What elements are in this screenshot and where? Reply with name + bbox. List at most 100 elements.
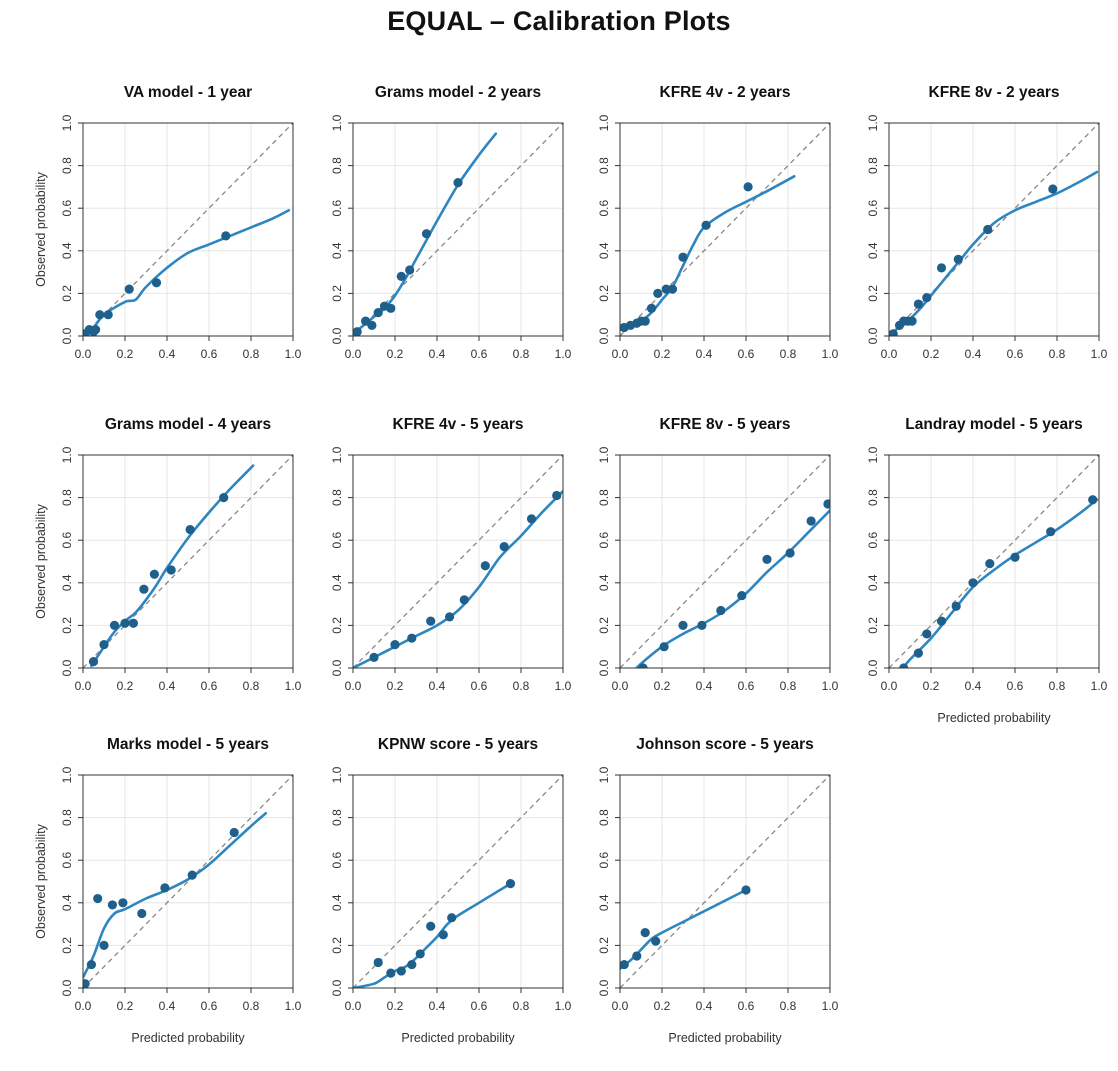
observed-point	[107, 900, 117, 910]
calibration-panel: 0.00.0 0.2 0.2 0.4 0.4 0.6 0.6 0.8 0.8 1.0 1.0 KPNW…	[330, 736, 572, 1045]
y-axis-label: Observed probability	[34, 823, 48, 938]
x-tick-label: 0.8	[1049, 347, 1066, 361]
observed-point	[640, 928, 650, 938]
observed-point	[661, 284, 671, 294]
observed-point	[953, 254, 963, 264]
x-tick-label: 0.0	[345, 679, 362, 693]
observed-point	[913, 648, 924, 658]
observed-point	[632, 951, 642, 961]
y-tick-label: 0.4	[597, 894, 611, 911]
figure-title: EQUAL – Calibration Plots	[387, 6, 731, 36]
reference-diagonal	[352, 774, 564, 989]
y-tick-label: 0.4	[597, 242, 611, 259]
reference-diagonal	[82, 122, 294, 337]
y-tick-label: 1.0	[866, 114, 880, 131]
panel-title: Grams model - 4 years	[105, 416, 271, 433]
x-tick-label: 0.8	[780, 347, 797, 361]
y-tick-label: 0.2	[330, 937, 344, 954]
panel-frame	[82, 122, 294, 337]
y-tick-label: 0.4	[60, 894, 74, 911]
x-tick-label: 1.0	[285, 679, 302, 693]
y-tick-label: 0.8	[330, 157, 344, 174]
y-tick-label: 0.6	[60, 532, 74, 549]
panel-frame	[888, 122, 1100, 337]
observed-point	[407, 633, 417, 643]
y-tick-label: 0.6	[597, 532, 611, 549]
y-tick-label: 0.8	[60, 157, 74, 174]
x-tick-label: 0.2	[117, 347, 134, 361]
calibration-curve	[83, 812, 267, 979]
calibration-panel: 0.00.0 0.2 0.2 0.4 0.4 0.6 0.6 0.8 0.8 1.0 1.0 KFRE…	[597, 416, 839, 693]
x-tick-label: 1.0	[285, 347, 302, 361]
observed-point	[737, 590, 747, 601]
observed-point	[646, 303, 657, 313]
y-tick-label: 0.8	[330, 809, 344, 826]
panel-title: KFRE 8v - 2 years	[929, 84, 1060, 101]
panel-frame	[82, 774, 294, 989]
observed-point	[638, 663, 648, 668]
x-tick-label: 0.4	[429, 679, 446, 693]
y-tick-label: 1.0	[866, 446, 880, 463]
observed-point	[913, 299, 924, 309]
x-axis-label: Predicted probability	[668, 1031, 782, 1045]
y-tick-label: 0.8	[866, 157, 880, 174]
x-tick-label: 0.2	[654, 679, 671, 693]
x-tick-label: 1.0	[822, 999, 839, 1013]
x-tick-label: 0.8	[243, 999, 260, 1013]
observed-point	[453, 178, 463, 188]
y-tick-label: 0.6	[330, 200, 344, 217]
y-tick-label: 0.0	[597, 979, 611, 996]
x-tick-label: 0.2	[387, 347, 404, 361]
y-tick-label: 0.0	[330, 659, 344, 676]
x-tick-label: 0.6	[738, 679, 755, 693]
panel-frame	[888, 454, 1100, 669]
observed-point	[353, 327, 362, 336]
observed-point	[99, 940, 109, 951]
observed-point	[396, 271, 406, 281]
panel-frame	[619, 774, 831, 989]
observed-point	[83, 979, 90, 988]
observed-point	[678, 620, 688, 631]
x-tick-label: 0.6	[1007, 679, 1024, 693]
calibration-panel: 0.00.0 0.2 0.2 0.4 0.4 0.6 0.6 0.8 0.8 1.0 1.0 VA m…	[34, 84, 302, 361]
y-tick-label: 0.2	[597, 285, 611, 302]
y-tick-label: 0.2	[597, 937, 611, 954]
observed-point	[899, 663, 909, 668]
observed-point	[499, 541, 509, 552]
x-tick-label: 0.2	[923, 347, 940, 361]
y-tick-label: 0.0	[330, 327, 344, 344]
x-tick-label: 0.0	[612, 347, 629, 361]
observed-point	[229, 827, 239, 838]
observed-point	[120, 618, 130, 628]
observed-point	[221, 231, 231, 241]
y-tick-label: 0.2	[330, 285, 344, 302]
y-tick-label: 0.4	[330, 894, 344, 911]
observed-point	[526, 514, 537, 524]
y-tick-label: 0.4	[597, 574, 611, 591]
y-tick-label: 0.8	[597, 489, 611, 506]
observed-point	[678, 252, 688, 262]
panel-title: KFRE 8v - 5 years	[660, 416, 791, 433]
panel-title: Marks model - 5 years	[107, 736, 269, 753]
y-tick-label: 0.0	[60, 327, 74, 344]
observed-point	[762, 554, 772, 564]
x-tick-label: 0.8	[1049, 679, 1066, 693]
observed-point	[716, 605, 726, 616]
y-tick-label: 1.0	[330, 766, 344, 783]
panel-frame	[82, 454, 294, 669]
y-tick-label: 0.8	[597, 157, 611, 174]
panel-title: KFRE 4v - 5 years	[393, 416, 524, 433]
x-tick-label: 0.0	[345, 999, 362, 1013]
x-tick-label: 0.8	[780, 999, 797, 1013]
x-tick-label: 0.4	[159, 679, 176, 693]
reference-diagonal	[619, 122, 831, 337]
observed-point	[219, 493, 229, 503]
observed-point	[149, 569, 159, 579]
x-tick-label: 0.8	[513, 999, 530, 1013]
observed-point	[922, 629, 932, 639]
observed-point	[907, 316, 917, 326]
calibration-panel: 0.00.0 0.2 0.2 0.4 0.4 0.6 0.6 0.8 0.8 1.0 1.0 KFRE…	[866, 84, 1108, 361]
observed-point	[386, 303, 396, 313]
y-tick-label: 0.0	[597, 659, 611, 676]
observed-point	[785, 548, 795, 558]
